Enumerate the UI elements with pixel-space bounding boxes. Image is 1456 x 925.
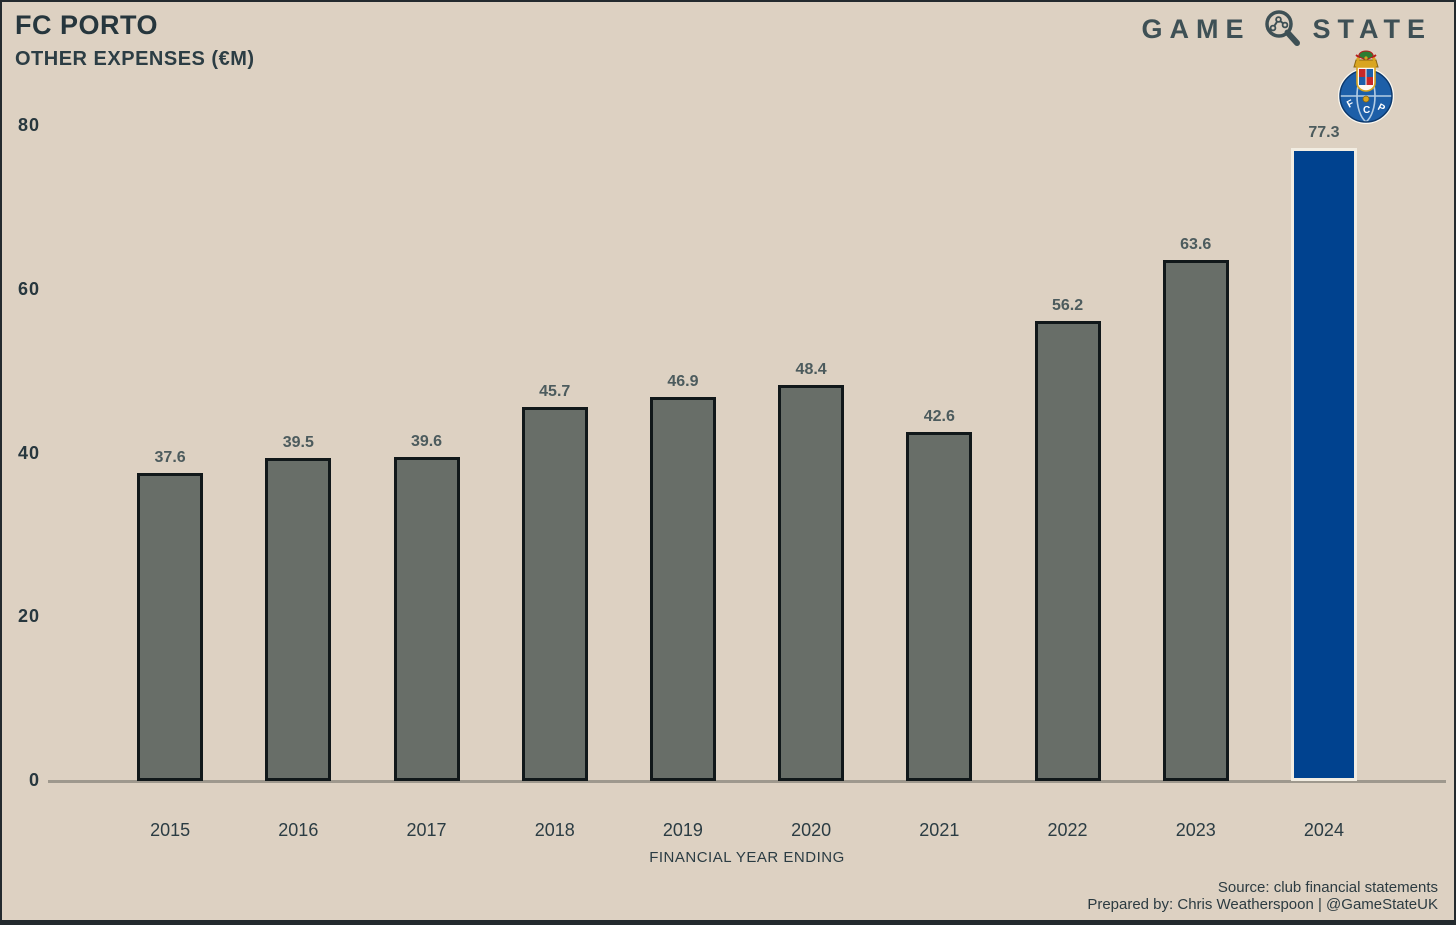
page-subtitle: OTHER EXPENSES (€M): [15, 48, 255, 70]
bar-value-label: 39.6: [410, 432, 443, 450]
bar-2018: [521, 406, 588, 781]
bar-value-label: 39.5: [282, 433, 314, 451]
bar-2022: [1034, 320, 1101, 781]
bar-group-2021: 42.6: [875, 408, 1003, 781]
svg-text:P: P: [1376, 102, 1387, 115]
bar-2015: [137, 473, 204, 781]
bar-group-2015: 37.6: [106, 449, 234, 781]
bar-2017: [393, 456, 460, 781]
y-axis: 0 20 40 60 80: [2, 115, 40, 790]
bar-value-label: 46.9: [667, 373, 699, 390]
x-tick-label-2020: 2020: [791, 820, 832, 840]
bar-value-label: 37.6: [154, 449, 186, 467]
svg-text:F: F: [1345, 98, 1356, 111]
y-tick-label-60: 60: [17, 278, 40, 299]
y-tick-label-40: 40: [17, 442, 40, 463]
y-tick-label-80: 80: [17, 115, 40, 135]
bar-2021: [906, 432, 973, 781]
footer: Source: club financial statements Prepar…: [1087, 879, 1438, 914]
bar-value-label: 48.4: [795, 360, 827, 378]
bar-group-2016: 39.5: [234, 434, 362, 781]
x-tick-label-2016: 2016: [278, 820, 319, 840]
page-title: FC PORTO: [15, 10, 159, 40]
x-tick-label-2015: 2015: [150, 820, 191, 840]
x-tick-label-2023: 2023: [1175, 820, 1216, 840]
bar-value-label: 56.2: [1051, 296, 1084, 314]
bar-group-2024: 77.3: [1260, 124, 1388, 781]
x-tick-label-2024: 2024: [1303, 820, 1344, 840]
title-block: FC PORTO OTHER EXPENSES (€M): [15, 10, 255, 71]
x-tick-label-2022: 2022: [1047, 820, 1088, 840]
x-axis-title: FINANCIAL YEAR ENDING: [649, 849, 845, 866]
y-tick-label-20: 20: [17, 606, 40, 627]
svg-text:C: C: [1363, 105, 1370, 116]
y-tick-label-0: 0: [28, 770, 40, 790]
x-tick-label-2021: 2021: [919, 820, 960, 840]
bars-row: 37.6 39.5 39.6 45.7 46.9 48.4 42.6 56.2 63.6 77.3: [106, 124, 1388, 781]
x-tick-label-2017: 2017: [406, 820, 447, 840]
x-tick-row: 2015 2016 2017 2018 2019 2020 2021 2022 2023 2024: [106, 820, 1388, 841]
source-text: Source: club financial statements: [1217, 878, 1438, 896]
bar-value-label: 77.3: [1308, 124, 1340, 142]
bar-value-label: 63.6: [1180, 236, 1212, 254]
bar-group-2019: 46.9: [619, 373, 747, 781]
bar-value-label: 45.7: [539, 382, 571, 400]
bar-2016: [265, 457, 332, 781]
x-tick-label-2018: 2018: [534, 820, 575, 840]
bar-group-2022: 56.2: [1003, 297, 1131, 781]
bar-value-label: 42.6: [923, 408, 955, 426]
game-state-logo: GAME STATE: [1142, 8, 1433, 50]
brand-word-game: GAME: [1141, 13, 1251, 44]
prepared-by-text: Prepared by: Chris Weatherspoon | @GameS…: [1087, 896, 1438, 914]
bar-group-2018: 45.7: [491, 383, 619, 781]
bar-group-2023: 63.6: [1132, 236, 1260, 781]
x-axis-line: [48, 780, 1446, 783]
bar-2023: [1162, 260, 1229, 781]
bar-2020: [778, 384, 845, 781]
magnifier-chart-icon: [1261, 8, 1303, 50]
brand-word-state: STATE: [1312, 13, 1432, 44]
plot-area: 37.6 39.5 39.6 45.7 46.9 48.4 42.6 56.2 63.6 77.3: [106, 124, 1388, 781]
bar-2019: [649, 397, 716, 781]
bar-2024: [1290, 148, 1357, 781]
bar-group-2020: 48.4: [747, 361, 875, 781]
fc-porto-crest: F C P: [1334, 50, 1398, 128]
bar-group-2017: 39.6: [362, 433, 490, 781]
x-tick-label-2019: 2019: [662, 820, 703, 840]
